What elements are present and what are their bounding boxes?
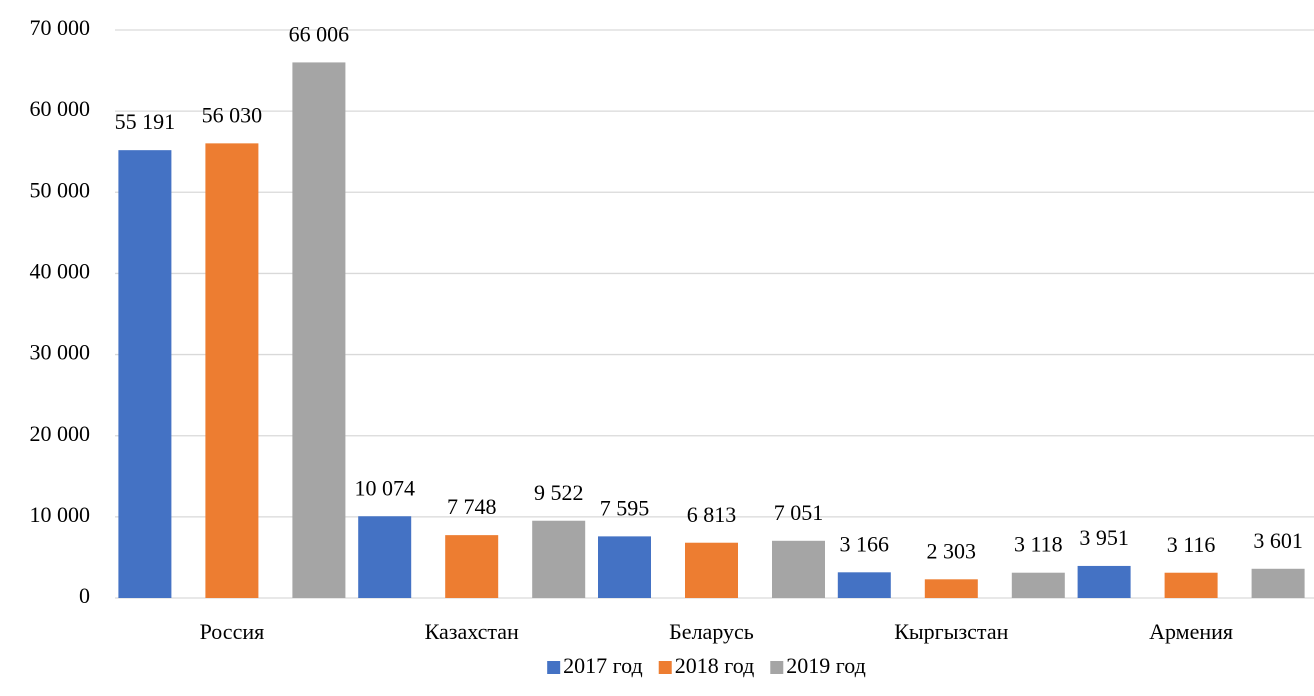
data-label: 2 303: [927, 538, 977, 563]
data-label: 7 748: [447, 494, 497, 519]
x-tick-label: Россия: [200, 619, 265, 644]
legend-label: 2017 год: [563, 653, 643, 678]
bar: [205, 143, 259, 598]
legend-swatch: [658, 661, 672, 674]
x-tick-label: Кыргызстан: [894, 619, 1008, 644]
data-label: 3 601: [1253, 528, 1303, 553]
data-label: 7 051: [774, 500, 824, 525]
data-label: 66 006: [289, 21, 350, 46]
bar: [1251, 568, 1305, 598]
y-tick-label: 50 000: [30, 177, 91, 202]
data-label: 3 951: [1079, 525, 1129, 550]
bar: [1164, 572, 1218, 598]
data-label: 55 191: [115, 109, 176, 134]
y-tick-label: 60 000: [30, 96, 91, 121]
data-label: 3 116: [1167, 532, 1216, 557]
data-label: 7 595: [600, 495, 650, 520]
y-tick-label: 40 000: [30, 258, 91, 283]
legend-label: 2019 год: [786, 653, 866, 678]
y-tick-label: 0: [79, 583, 90, 608]
y-tick-label: 10 000: [30, 502, 91, 527]
data-label: 3 118: [1014, 532, 1063, 557]
bar: [685, 542, 738, 598]
y-tick-label: 70 000: [30, 15, 91, 40]
legend-swatch: [770, 661, 784, 674]
y-tick-label: 30 000: [30, 340, 91, 365]
bar: [445, 535, 499, 598]
bar: [772, 540, 825, 598]
data-label: 10 074: [354, 475, 415, 500]
x-tick-label: Армения: [1149, 619, 1233, 644]
bar: [292, 62, 346, 599]
bar: [1077, 565, 1131, 598]
bar: [837, 572, 891, 598]
data-label: 3 166: [840, 531, 890, 556]
data-label: 9 522: [534, 480, 584, 505]
bar: [358, 516, 412, 598]
legend-label: 2018 год: [675, 653, 755, 678]
bar: [118, 150, 172, 598]
data-label: 6 813: [687, 502, 737, 527]
data-label: 56 030: [202, 102, 263, 127]
bar: [598, 536, 651, 598]
legend-swatch: [547, 661, 561, 674]
bar: [924, 579, 978, 598]
bar: [1011, 572, 1065, 598]
x-tick-label: Казахстан: [425, 619, 519, 644]
bar: [532, 520, 586, 598]
legend: 2017 год 2018 год 2019 год: [547, 653, 866, 678]
x-tick-label: Беларусь: [669, 619, 754, 644]
y-tick-label: 20 000: [30, 421, 91, 446]
